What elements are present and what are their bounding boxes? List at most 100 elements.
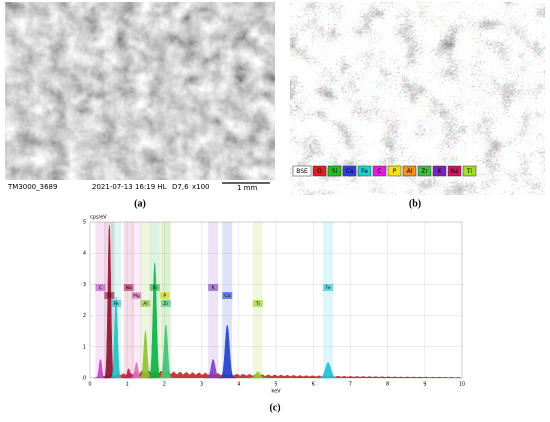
peak-band: [140, 222, 151, 378]
peak-band: [159, 222, 170, 378]
legend-swatch: [327, 165, 342, 177]
legend-label: Al: [407, 168, 413, 175]
peak: [109, 296, 122, 379]
peak: [158, 324, 173, 379]
peak-label: C: [99, 285, 102, 291]
legend-label: O: [317, 168, 322, 175]
y-tick-label: 5: [83, 220, 86, 226]
y-tick-label: 2: [83, 313, 86, 319]
peak: [147, 262, 162, 379]
peak-label: Ti: [255, 301, 260, 307]
peak-label: Al: [143, 301, 147, 307]
eds-map: [290, 2, 545, 195]
legend-label: K: [438, 168, 443, 175]
y-tick-label: 3: [83, 282, 86, 288]
peak-tag: [208, 284, 219, 292]
panel-label: (a): [134, 198, 146, 209]
peak-label: K: [212, 285, 216, 291]
legend-swatch: [462, 165, 477, 177]
legend-label: Na: [450, 168, 458, 175]
peak-band: [95, 222, 106, 378]
x-tick-label: 1: [126, 382, 129, 388]
y-tick-label: 1: [83, 344, 86, 350]
legend-label: Ca: [346, 168, 354, 175]
peak-band: [208, 222, 219, 378]
sem-image: [5, 2, 275, 180]
peak-tag: [222, 292, 233, 300]
legend-swatch: [292, 165, 312, 177]
footer-text: x100: [192, 183, 210, 191]
x-tick-label: 5: [274, 382, 277, 388]
panel-label: (c): [269, 402, 280, 413]
peak: [204, 358, 222, 379]
scale-text: 1 mm: [237, 184, 257, 192]
peak: [218, 324, 236, 379]
y-axis-label: cps/eV: [90, 215, 107, 221]
peak-tag: [252, 300, 263, 308]
y-tick-label: 0: [83, 376, 86, 382]
footer-text: 2021-07-13: [92, 183, 133, 191]
x-tick-label: 3: [200, 382, 203, 388]
peak-label: Fe: [113, 301, 118, 307]
x-tick-label: 6: [312, 382, 315, 388]
continuum: [93, 370, 462, 378]
x-tick-label: 8: [386, 382, 389, 388]
legend-swatch: [432, 165, 447, 177]
x-tick-label: 10: [459, 382, 465, 388]
peak-label: Zr: [163, 301, 168, 307]
peak-band: [160, 222, 171, 378]
peak-band: [252, 222, 263, 378]
peak-band: [222, 222, 233, 378]
x-axis-label: keV: [271, 389, 281, 395]
legend-swatch: [312, 165, 327, 177]
peak-tag: [149, 284, 160, 292]
legend-swatch: [342, 165, 357, 177]
x-tick-label: 0: [88, 382, 91, 388]
peak: [248, 371, 268, 379]
info-bar: [5, 180, 275, 194]
peak-label: Si: [153, 285, 157, 291]
footer-text: TM3000_3689: [7, 183, 57, 191]
peak-tag: [323, 284, 334, 292]
legend-label: Si: [332, 168, 338, 175]
scale-text: 300 µm: [502, 181, 525, 188]
peak-band: [323, 222, 334, 378]
peak-tag: [111, 300, 122, 308]
peak-label: Na: [126, 285, 132, 291]
peak-label: Mg: [133, 293, 140, 299]
peak-label: P: [163, 293, 166, 299]
y-tick-label: 4: [83, 251, 86, 257]
legend-swatch: [372, 165, 387, 177]
legend-label: Zr: [421, 168, 428, 175]
panel-label: (b): [409, 198, 421, 209]
x-tick-label: 2: [163, 382, 166, 388]
legend-swatch: [417, 165, 432, 177]
x-tick-label: 9: [423, 382, 426, 388]
legend-label: C: [377, 168, 381, 175]
legend-swatch: [447, 165, 462, 177]
peak-tag: [104, 292, 115, 300]
footer-text: MAG: 100 x HV: 15.0 kV D: 7.6 mm: [294, 185, 399, 192]
peak-label: O: [108, 293, 112, 299]
peak-band: [131, 222, 142, 378]
legend-swatch: [402, 165, 417, 177]
x-tick-label: 4: [237, 382, 240, 388]
peak-tag: [140, 300, 151, 308]
peak-band: [123, 222, 134, 378]
legend-swatch: [357, 165, 372, 177]
legend-label: BSE: [296, 168, 308, 175]
legend-label: Fe: [361, 168, 368, 175]
peak-label: Fe: [326, 285, 331, 291]
peak: [316, 362, 340, 379]
peak-tag: [131, 292, 142, 300]
peak-label: Ca: [224, 293, 230, 299]
peak-tag: [160, 300, 171, 308]
legend-label: P: [393, 168, 397, 175]
peak-tag: [159, 292, 170, 300]
legend-label: Ti: [466, 168, 472, 175]
peak-tag: [123, 284, 134, 292]
x-tick-label: 7: [349, 382, 352, 388]
legend-swatch: [387, 165, 402, 177]
peak-tag: [95, 284, 106, 292]
